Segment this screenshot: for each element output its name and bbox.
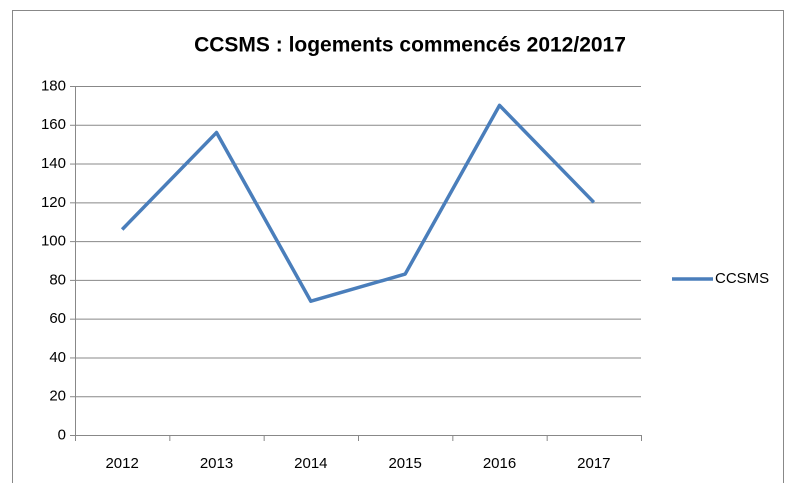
x-tick-label: 2015 <box>388 455 421 472</box>
y-tick-label: 100 <box>41 233 66 250</box>
x-tick-label: 2014 <box>294 455 327 472</box>
chart-title: CCSMS : logements commencés 2012/2017 <box>194 34 626 57</box>
y-tick-label: 160 <box>41 116 66 133</box>
y-tick-label: 180 <box>41 77 66 94</box>
y-tick-label: 60 <box>49 310 66 327</box>
x-tick-label: 2013 <box>200 455 233 472</box>
y-tick-label: 40 <box>49 349 66 366</box>
x-tick-label: 2016 <box>483 455 516 472</box>
x-tick-label: 2017 <box>577 455 610 472</box>
x-tick-label: 2012 <box>105 455 138 472</box>
y-tick-label: 140 <box>41 155 66 172</box>
y-tick-label: 120 <box>41 194 66 211</box>
y-tick-label: 0 <box>58 426 66 443</box>
y-tick-label: 80 <box>49 271 66 288</box>
chart-border <box>12 10 784 483</box>
legend-label: CCSMS <box>715 270 769 287</box>
y-tick-label: 20 <box>49 388 66 405</box>
series-line <box>120 103 596 303</box>
